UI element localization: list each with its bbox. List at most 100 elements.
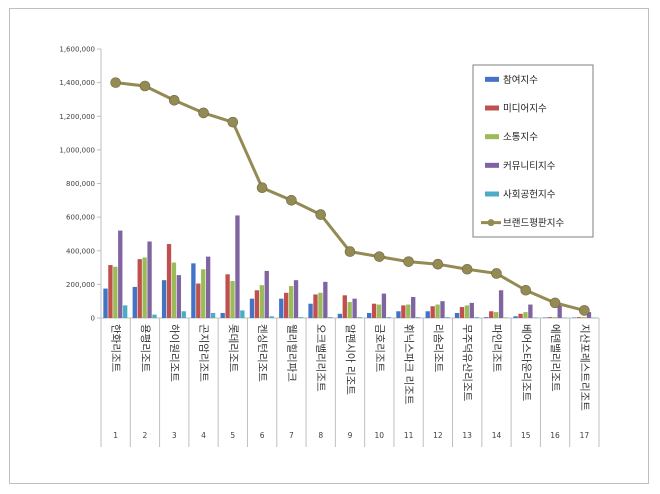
bar-3 [347,302,352,318]
rank-label: 3 [172,431,177,440]
bar-5 [474,317,479,318]
y-tick-label: 600,000 [66,214,95,222]
category-label: 웰리힐리파크 [285,324,298,382]
bar-5 [328,317,333,318]
rank-label: 15 [521,431,531,440]
bar-5 [415,317,421,318]
category-label: 리솜리조트 [432,324,444,373]
bar-2 [196,283,201,318]
bar-2 [254,290,260,318]
legend-label: 소통지수 [503,132,538,143]
bar-2 [547,317,552,318]
bar-5 [152,314,157,318]
brand-index-point [168,94,180,106]
bar-4 [381,293,387,318]
category-label: 휘닉스파크 리조트 [403,324,415,405]
bar-5 [210,312,216,318]
rank-label: 9 [348,431,353,440]
bar-4 [176,275,182,318]
bar-4 [235,215,240,318]
category-label: 한화리조트 [110,324,122,373]
category-label: 베어스타운리조트 [520,324,532,402]
legend-swatch [485,191,499,197]
bar-4 [205,256,211,318]
bar-5 [591,317,597,319]
category-label: 오크밸리리조트 [315,324,327,392]
brand-index-point [344,246,356,257]
y-tick-label: 1,600,000 [59,46,95,54]
bar-3 [581,317,587,318]
bar-1 [366,312,372,318]
rank-label: 12 [433,431,443,440]
bar-1 [572,317,577,318]
bar-3 [171,262,177,318]
bar-1 [279,298,284,318]
brand-index-point [461,263,473,275]
legend-line-marker [487,219,495,227]
bar-2 [371,303,377,318]
bar-2 [137,259,142,318]
bar-3 [142,257,147,318]
bar-5 [123,305,128,318]
bar-5 [181,311,186,318]
bar-1 [249,298,255,318]
bar-3 [552,317,557,318]
bar-1 [454,312,460,318]
bar-2 [489,311,494,318]
brand-index-point [373,251,385,262]
bar-3 [435,304,440,318]
bar-2 [518,313,523,318]
brand-index-point [286,195,297,206]
brand-index-point [549,297,561,309]
bar-1 [396,311,401,318]
bar-1 [513,316,518,318]
legend-label: 사회공헌지수 [503,190,556,201]
bar-4 [586,312,592,318]
bar-3 [523,312,528,318]
y-tick-label: 1,400,000 [59,79,95,87]
category-label: 켄싱턴리조트 [256,324,268,382]
bar-1 [220,312,225,318]
bar-2 [225,274,230,318]
brand-index-point [139,80,151,92]
bar-5 [503,317,509,318]
brand-index-point [579,305,590,316]
legend-label: 미디어지수 [503,104,547,115]
chart-frame: 0 200,000 400,000 600,000 800,000 1,000,000 1,… [9,8,649,484]
legend-label: 참여지수 [503,74,538,86]
bar-5 [562,317,567,319]
bar-4 [118,230,123,318]
bar-5 [298,317,304,318]
brand-index-point [432,258,444,270]
bar-2 [576,317,582,318]
bar-5 [357,317,362,318]
bar-2 [313,294,318,318]
bar-4 [528,304,533,318]
brand-index-point [198,107,209,119]
bar-4 [147,241,152,318]
bar-2 [342,295,347,318]
bar-2 [284,292,289,318]
category-label: 용평리조트 [139,324,151,373]
rank-label: 14 [492,431,502,440]
bar-3 [230,281,235,318]
bar-1 [191,263,196,318]
bar-4 [323,281,328,318]
bar-3 [464,305,470,318]
y-tick-label: 800,000 [66,180,95,188]
rank-label: 8 [318,431,323,440]
bar-1 [337,313,343,318]
bar-4 [498,290,504,318]
legend-swatch [485,76,499,82]
bar-5 [533,317,538,318]
rank-label: 13 [462,431,472,440]
brand-index-point [491,268,502,279]
y-tick-label: 1,000,000 [59,146,95,154]
bar-5 [269,316,274,318]
legend-box [472,64,594,238]
bar-4 [264,270,269,318]
category-label: 파인리조트 [490,324,502,373]
legend-swatch [485,162,499,168]
y-tick-label: 200,000 [66,281,95,289]
category-label: 금호리조트 [373,324,385,373]
